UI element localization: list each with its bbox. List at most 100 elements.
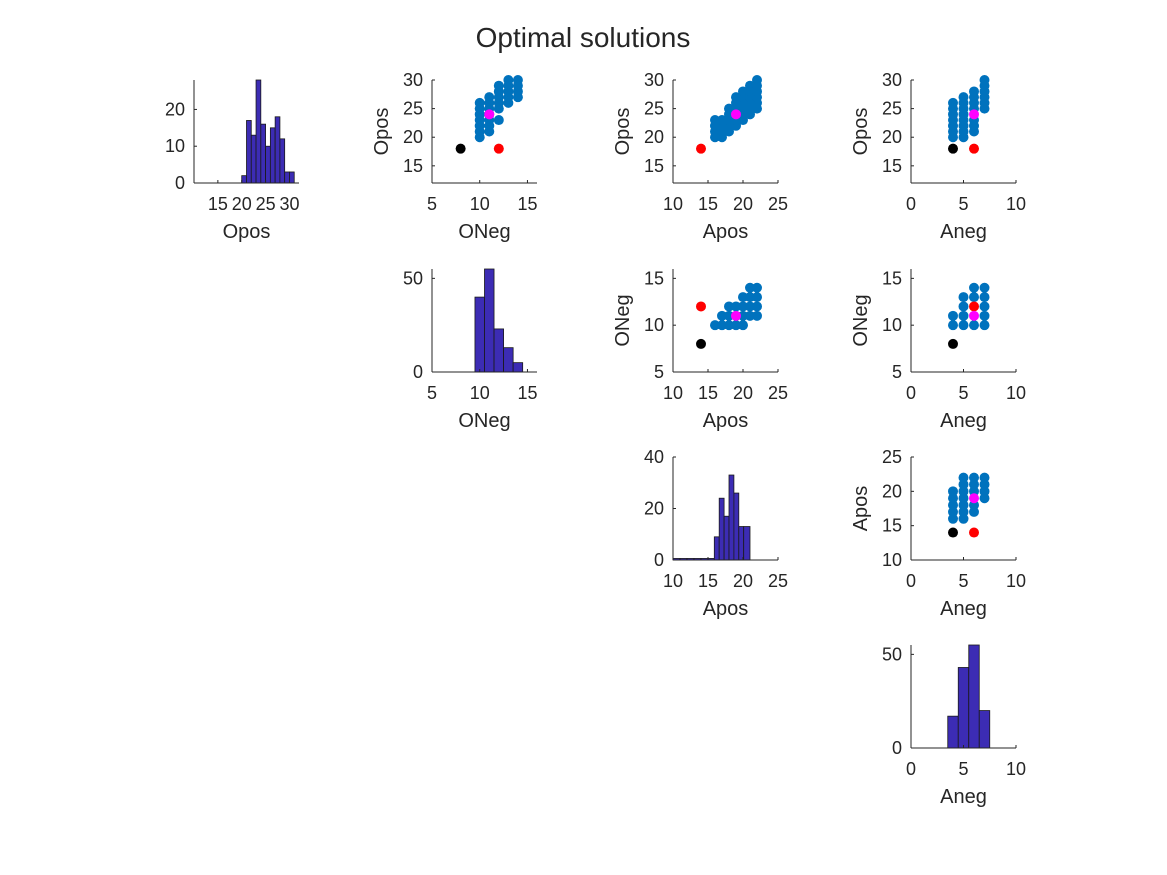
scatter-aneg-apos: 0 5 10 10 15 20 25 Aneg Apos xyxy=(850,447,1026,620)
scatter-point xyxy=(717,320,727,331)
scatter-point xyxy=(969,320,979,331)
scatter-point xyxy=(958,513,969,524)
highlight-point xyxy=(969,301,979,312)
histogram-bar xyxy=(713,536,720,561)
x-tick-label: 20 xyxy=(733,194,753,214)
x-tick-label: 25 xyxy=(768,383,788,403)
x-tick-label: 5 xyxy=(958,571,968,591)
scatter-point xyxy=(493,80,504,91)
highlight-point xyxy=(696,143,706,154)
x-axis-label: Aneg xyxy=(940,598,987,620)
scatter-point xyxy=(745,292,755,303)
x-tick-label: 10 xyxy=(470,383,490,403)
scatter-point xyxy=(948,513,958,524)
y-tick-label: 15 xyxy=(882,268,902,288)
highlight-point xyxy=(969,310,979,321)
x-tick-label: 5 xyxy=(427,194,437,214)
highlight-point xyxy=(948,527,958,538)
y-tick-label: 50 xyxy=(882,644,902,664)
histogram-bar xyxy=(289,171,295,184)
x-tick-label: 20 xyxy=(733,383,753,403)
histogram-bar xyxy=(978,710,991,749)
y-tick-label: 50 xyxy=(403,268,423,288)
y-axis-label: Opos xyxy=(850,108,872,156)
y-tick-label: 15 xyxy=(644,156,664,176)
scatter-point xyxy=(958,301,969,312)
scatter-point xyxy=(512,75,523,85)
y-tick-label: 20 xyxy=(882,127,902,147)
x-tick-label: 15 xyxy=(698,383,718,403)
y-tick-label: 0 xyxy=(175,173,185,193)
histogram-bar xyxy=(484,268,495,373)
x-axis-label: Apos xyxy=(703,598,749,620)
y-tick-label: 10 xyxy=(882,315,902,335)
scatter-point xyxy=(717,310,727,321)
histogram-bar xyxy=(512,362,524,373)
scatter-point xyxy=(979,301,990,312)
histogram-bar xyxy=(503,347,514,373)
scatter-point xyxy=(958,479,969,490)
y-axis-label: Opos xyxy=(612,108,634,156)
scatter-point xyxy=(745,282,755,293)
histogram-bar xyxy=(255,79,262,184)
highlight-point xyxy=(969,493,979,504)
x-axis-label: Aneg xyxy=(940,221,987,243)
x-tick-label: 10 xyxy=(663,383,683,403)
histogram-bar xyxy=(265,145,271,184)
histogram-bar xyxy=(968,644,980,749)
scatter-point xyxy=(738,310,748,321)
y-tick-label: 20 xyxy=(644,127,664,147)
x-tick-label: 0 xyxy=(906,383,916,403)
y-tick-label: 5 xyxy=(892,362,902,382)
y-tick-label: 25 xyxy=(882,447,902,467)
scatter-point xyxy=(745,301,755,312)
x-tick-label: 25 xyxy=(768,194,788,214)
scatter-point xyxy=(724,301,734,312)
y-axis-label: Opos xyxy=(371,108,393,156)
hist-aneg: 0 5 10 0 50 Aneg xyxy=(882,644,1026,808)
y-tick-label: 20 xyxy=(165,99,185,119)
scatter-point xyxy=(738,292,748,303)
scatter-point xyxy=(958,310,969,321)
x-tick-label: 0 xyxy=(906,759,916,779)
histogram-bar xyxy=(279,138,286,184)
scatter-point xyxy=(752,292,762,303)
histogram-bar xyxy=(723,515,730,561)
x-tick-label: 5 xyxy=(427,383,437,403)
y-tick-label: 40 xyxy=(644,447,664,467)
scatter-point xyxy=(948,310,958,321)
scatter-point xyxy=(948,320,958,331)
x-axis-label: ONeg xyxy=(458,221,510,243)
y-tick-label: 0 xyxy=(413,362,423,382)
histogram-bar xyxy=(493,328,504,373)
scatter-aneg-opos: 0 5 10 15 20 25 30 Aneg Opos xyxy=(850,70,1026,243)
scatter-point xyxy=(738,320,748,331)
histogram-bar xyxy=(284,171,290,184)
scatter-point xyxy=(503,75,514,85)
x-axis-label: Apos xyxy=(703,410,749,432)
y-tick-label: 5 xyxy=(654,362,664,382)
y-tick-label: 10 xyxy=(882,550,902,570)
x-tick-label: 15 xyxy=(698,194,718,214)
histogram-bar xyxy=(250,134,257,184)
histogram-bar xyxy=(269,127,276,184)
figure-title: Optimal solutions xyxy=(476,22,691,53)
hist-apos: 10 15 20 25 0 20 40 Apos xyxy=(644,447,788,620)
x-tick-label: 10 xyxy=(1006,383,1026,403)
y-tick-label: 0 xyxy=(892,738,902,758)
scatter-point xyxy=(979,292,990,303)
scatter-point xyxy=(969,500,979,511)
histogram-bar xyxy=(474,296,485,373)
x-tick-label: 5 xyxy=(958,383,968,403)
scatter-point xyxy=(969,86,979,97)
scatter-point xyxy=(979,486,990,497)
scatter-point xyxy=(752,301,762,312)
x-tick-label: 20 xyxy=(232,194,252,214)
highlight-point xyxy=(731,310,741,321)
y-tick-label: 30 xyxy=(403,70,423,90)
x-tick-label: 15 xyxy=(698,571,718,591)
x-tick-label: 10 xyxy=(663,571,683,591)
